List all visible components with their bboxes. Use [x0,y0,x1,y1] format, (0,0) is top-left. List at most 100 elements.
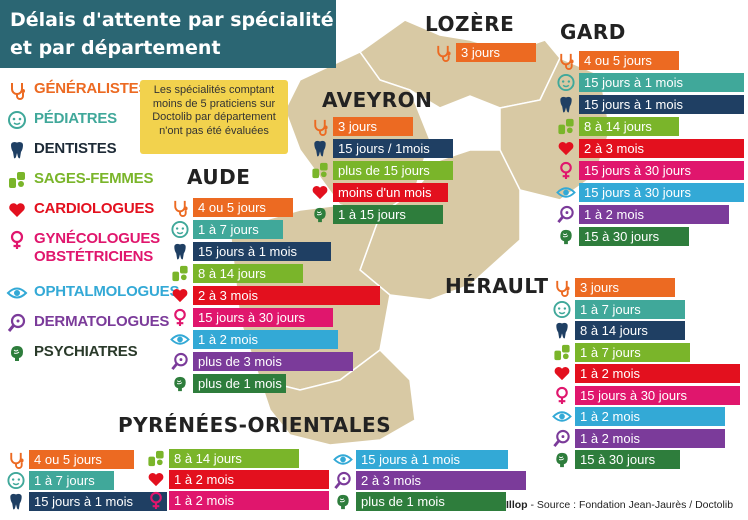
department-title-lozere: LOZÈRE [425,12,515,36]
female-symbol-icon [6,230,28,250]
department-shape-pyrenees-orientales [258,349,416,446]
wait-bar: 15 à 30 jours [575,450,680,469]
female-symbol-icon [146,491,166,510]
wait-bar: 15 à 30 jours [579,227,689,246]
brain-icon [552,450,572,469]
wait-row-lozere-generalistes: 3 jours [433,43,536,62]
wait-bar: 15 jours à 30 jours [579,161,744,180]
baby-hands-icon [556,117,576,136]
wait-bar: 15 jours à 1 mois [29,492,167,511]
legend-item-pediatres: PÉDIATRES [6,110,117,130]
legend-item-psychiatres: PSYCHIATRES [6,343,138,363]
stethoscope-icon [6,80,28,100]
wait-bar: 8 à 14 jours [575,321,685,340]
wait-row-herault-psychiatres: 15 à 30 jours [552,450,680,469]
legend-item-ophtalmologues: OPHTALMOLOGUES [6,283,179,303]
wait-bar: 1 à 2 mois [169,491,329,510]
stethoscope-icon [556,51,576,70]
wait-row-aveyron-dentistes: 15 jours / 1mois [310,139,453,158]
legend-label-text: DERMATOLOGUES [34,313,170,330]
wait-row-gard-dentistes: 15 jours à 1 mois [556,95,744,114]
legend-label: GÉNÉRALISTES [34,80,148,98]
wait-bar: 8 à 14 jours [169,449,299,468]
eye-icon [333,450,353,469]
heart-icon [170,286,190,305]
tooth-icon [552,321,572,340]
wait-bar: 1 à 7 jours [575,299,685,319]
legend-item-cardiologues: CARDIOLOGUES [6,200,154,220]
wait-bar: plus de 15 jours [333,161,453,180]
wait-row-aveyron-sages-femmes: plus de 15 jours [310,161,453,180]
wait-bar: 1 à 7 jours [193,220,283,239]
legend-label: PSYCHIATRES [34,343,138,361]
wait-row-pyrenees-orientales-pediatres: 1 à 7 jours [6,471,114,490]
legend-label: DENTISTES [34,140,117,158]
wait-row-herault-dermatologues: 1 à 2 mois [552,428,725,448]
wait-row-aveyron-psychiatres: 1 à 15 jours [310,205,443,224]
legend-label-text: PÉDIATRES [34,110,117,127]
legend-label-text: PSYCHIATRES [34,343,138,360]
magnifier-icon [6,313,28,333]
wait-bar: 1 à 2 mois [579,205,729,224]
stethoscope-icon [6,450,26,469]
wait-row-pyrenees-orientales-sages-femmes: 8 à 14 jours [146,449,299,468]
wait-row-gard-ophtalmologues: 15 jours à 30 jours [556,183,744,202]
stethoscope-icon [170,198,190,217]
baby-face-icon [6,110,28,130]
legend-label-text: OPHTALMOLOGUES [34,283,180,300]
baby-hands-icon [170,264,190,283]
source-credit: Illop - Source : Fondation Jean-Jaurès /… [506,499,733,511]
wait-row-gard-gynecologues: 15 jours à 30 jours [556,161,744,180]
wait-row-aude-ophtalmologues: 1 à 2 mois [170,330,338,349]
female-symbol-icon [556,161,576,180]
legend-label: DERMATOLOGUES [34,313,169,331]
department-title-herault: HÉRAULT [445,274,549,298]
wait-row-herault-generalistes: 3 jours [552,278,675,297]
wait-bar: moins d'un mois [333,183,448,202]
wait-bar: 2 à 3 mois [193,286,380,305]
brain-icon [170,374,190,393]
wait-bar: 15 jours à 30 jours [579,183,744,202]
wait-bar: 1 à 7 jours [575,342,690,362]
brain-icon [333,492,353,511]
brain-icon [310,205,330,224]
wait-bar: 15 jours à 1 mois [356,450,508,469]
wait-row-pyrenees-orientales-dermatologues: 2 à 3 mois [333,471,526,490]
wait-bar: 1 à 2 mois [575,407,725,426]
wait-bar: 2 à 3 mois [579,139,744,158]
wait-bar: plus de 1 mois [193,374,286,393]
wait-row-herault-dentistes: 8 à 14 jours [552,321,685,340]
wait-bar: 8 à 14 jours [579,117,679,136]
eye-icon [6,283,28,303]
wait-row-aude-pediatres: 1 à 7 jours [170,220,283,239]
wait-row-aude-generalistes: 4 ou 5 jours [170,198,293,217]
wait-bar: 15 jours à 30 jours [193,308,333,327]
wait-bar: 4 ou 5 jours [579,51,679,70]
wait-bar: 15 jours à 1 mois [193,242,331,261]
legend-label: PÉDIATRES [34,110,117,128]
baby-hands-icon [146,449,166,468]
legend-label-text: DENTISTES [34,140,117,157]
wait-bar: 15 jours à 1 mois [579,73,744,92]
baby-hands-icon [6,170,28,190]
wait-row-herault-cardiologues: 1 à 2 mois [552,364,740,383]
wait-bar: plus de 3 mois [193,352,353,371]
wait-bar: 3 jours [456,43,536,62]
legend-label: OPHTALMOLOGUES [34,283,179,301]
wait-bar: 3 jours [333,117,413,136]
department-title-gard: GARD [560,20,626,44]
wait-row-gard-generalistes: 4 ou 5 jours [556,51,679,70]
tooth-icon [170,242,190,261]
wait-row-pyrenees-orientales-generalistes: 4 ou 5 jours [6,450,134,469]
tooth-icon [556,95,576,114]
baby-face-icon [556,73,576,92]
eye-icon [552,407,572,426]
magnifier-icon [333,471,353,490]
baby-face-icon [6,471,26,490]
stethoscope-icon [552,278,572,297]
publisher-logo: Illop [506,499,528,511]
department-title-pyrenees-orientales: PYRÉNÉES-ORIENTALES [118,413,392,437]
wait-row-gard-dermatologues: 1 à 2 mois [556,205,729,224]
legend-item-gynecologues: GYNÉCOLOGUES OBSTÉTRICIENS [6,230,160,266]
wait-bar: 1 à 2 mois [169,470,329,489]
